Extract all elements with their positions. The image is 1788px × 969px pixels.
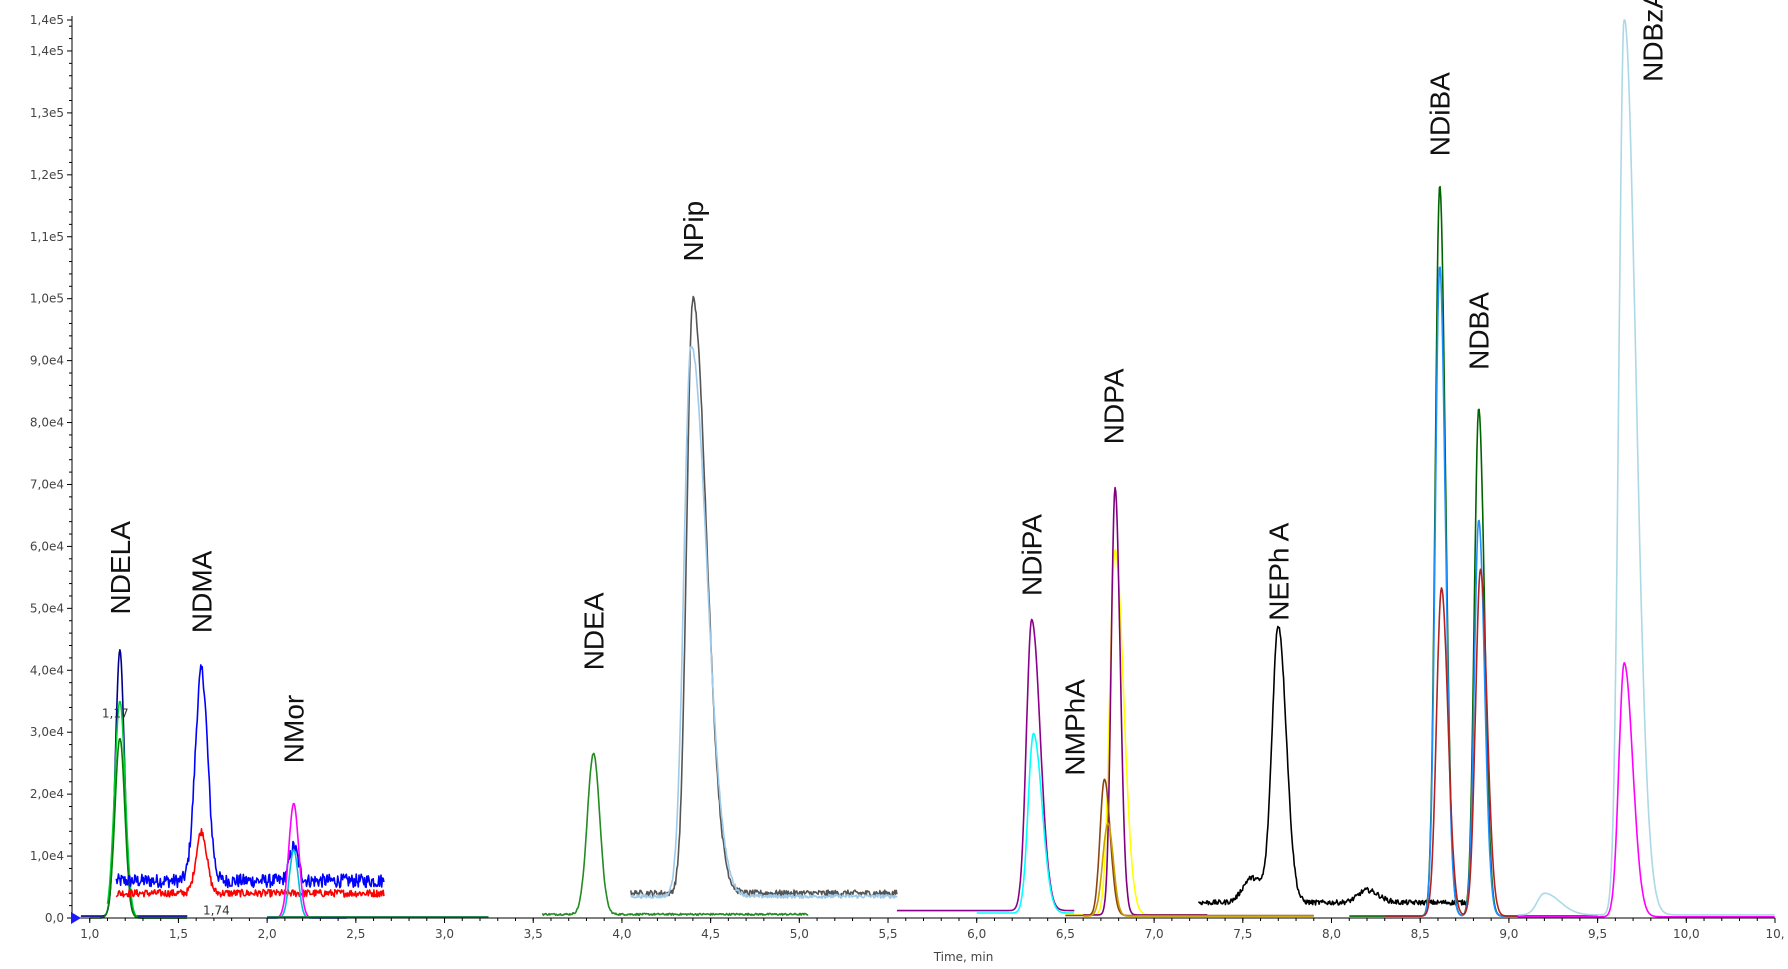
x-tick-label: 3,0: [435, 927, 454, 941]
axes: 0,0 1,0e4 2,0e4 3,0e4 4,0e4 5,0e4 6,0e4 7,0e4 8,…: [30, 13, 1785, 964]
x-tick-label: 5,5: [878, 927, 897, 941]
x-tick-label: 3,5: [524, 927, 543, 941]
x-tick-label: 5,0: [790, 927, 809, 941]
x-tick-label: 10,: [1765, 927, 1784, 941]
peak-label: NMPhA: [1059, 679, 1090, 776]
x-tick-label: 8,0: [1322, 927, 1341, 941]
x-tick-label: 1,5: [169, 927, 188, 941]
y-axis-ticks: 0,0 1,0e4 2,0e4 3,0e4 4,0e4 5,0e4 6,0e4 7,0e4 8,…: [30, 13, 72, 925]
peak-label: NPip: [678, 201, 709, 262]
peak-label: NDEA: [579, 592, 610, 670]
y-tick-label: 9,0e4: [30, 354, 64, 368]
y-tick-label: 1,0e5: [30, 292, 64, 306]
retention-time-annotation: 1,74: [203, 904, 230, 918]
chromatogram-trace-17: [1197, 625, 1469, 906]
x-tick-label: 1,0: [80, 927, 99, 941]
chromatogram-trace-10: [630, 345, 898, 899]
x-axis-label: Time, min: [933, 950, 994, 964]
chromatogram-trace-11: [896, 618, 1075, 912]
peak-label: NDMA: [187, 550, 218, 633]
peak-label: NDiBA: [1425, 72, 1456, 156]
peak-label: NEPh A: [1263, 522, 1294, 620]
x-tick-label: 2,0: [258, 927, 277, 941]
peak-label: NDBA: [1464, 292, 1495, 370]
peak-labels: NDELA NDMA NMor NDEA NPip NDiPA NMPhA NDPA NEPh …: [105, 0, 1669, 776]
peak-label: NDELA: [105, 521, 136, 615]
x-tick-label: 10,0: [1673, 927, 1700, 941]
y-tick-label: 1,4e5: [30, 13, 64, 27]
y-tick-label: 1,1e5: [30, 230, 64, 244]
chromatogram-traces: [80, 19, 1775, 919]
retention-time-annotation: 1,17: [102, 707, 129, 721]
y-tick-label: 7,0e4: [30, 477, 64, 491]
chromatogram-trace-12: [976, 732, 1074, 914]
peak-label: NDPA: [1098, 368, 1129, 444]
chromatogram-trace-3: [115, 664, 385, 889]
y-tick-label: 8,0e4: [30, 416, 64, 430]
chromatogram-trace-5: [267, 802, 347, 919]
y-tick-label: 0,0: [45, 911, 64, 925]
y-tick-label: 4,0e4: [30, 663, 64, 677]
peak-annotations: 1,17 1,74: [102, 707, 230, 918]
y-tick-label: 1,4e5: [30, 44, 64, 58]
y-tick-label: 5,0e4: [30, 601, 64, 615]
y-tick-label: 2,0e4: [30, 787, 64, 801]
peak-label: NDiPA: [1017, 514, 1048, 596]
chromatogram-trace-21: [1517, 19, 1775, 916]
x-tick-label: 4,0: [612, 927, 631, 941]
y-tick-label: 1,2e5: [30, 168, 64, 182]
x-tick-label: 7,5: [1233, 927, 1252, 941]
x-tick-label: 2,5: [346, 927, 365, 941]
x-tick-label: 4,5: [701, 927, 720, 941]
x-tick-label: 8,5: [1411, 927, 1430, 941]
peak-label: NDBzA: [1638, 0, 1669, 82]
chromatogram-trace-4: [115, 828, 385, 898]
peak-label: NMor: [279, 695, 310, 763]
chromatogram-trace-1: [106, 700, 187, 919]
x-tick-label: 9,5: [1588, 927, 1607, 941]
axis-origin-marker: [71, 912, 81, 924]
x-axis-ticks: 1,0 1,5 2,0 2,5 3,0 3,5 4,0 4,5 5,0 5,5 6,0 6,5 7,0 7…: [80, 918, 1785, 941]
y-tick-label: 1,3e5: [30, 106, 64, 120]
x-tick-label: 7,0: [1145, 927, 1164, 941]
chromatogram-trace-9: [630, 295, 898, 898]
y-tick-label: 3,0e4: [30, 725, 64, 739]
chromatogram-trace-22: [1517, 662, 1775, 918]
x-tick-label: 6,0: [967, 927, 986, 941]
chromatogram-trace-14: [1083, 486, 1208, 916]
y-tick-label: 6,0e4: [30, 539, 64, 553]
x-tick-label: 9,0: [1499, 927, 1518, 941]
y-tick-label: 1,0e4: [30, 849, 64, 863]
x-tick-label: 6,5: [1056, 927, 1075, 941]
chromatogram-trace-8: [541, 752, 809, 916]
chromatogram-trace-16: [1083, 822, 1314, 917]
